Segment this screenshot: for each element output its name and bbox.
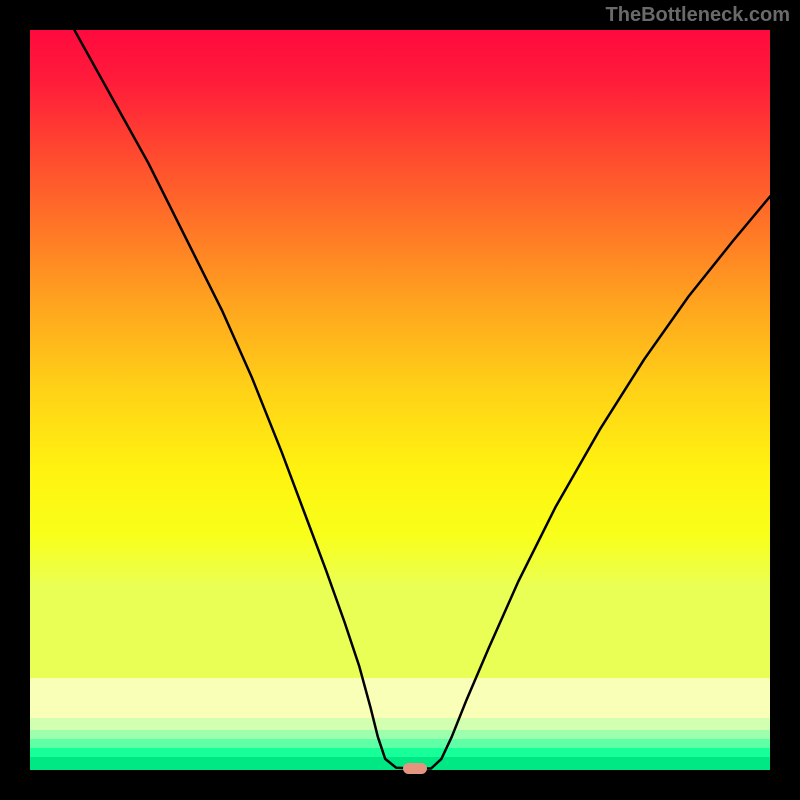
- bottleneck-curve: [30, 30, 770, 770]
- watermark-text: TheBottleneck.com: [606, 4, 790, 27]
- chart-frame: TheBottleneck.com: [0, 0, 800, 800]
- plot-area: [30, 30, 770, 770]
- valley-marker: [403, 763, 427, 774]
